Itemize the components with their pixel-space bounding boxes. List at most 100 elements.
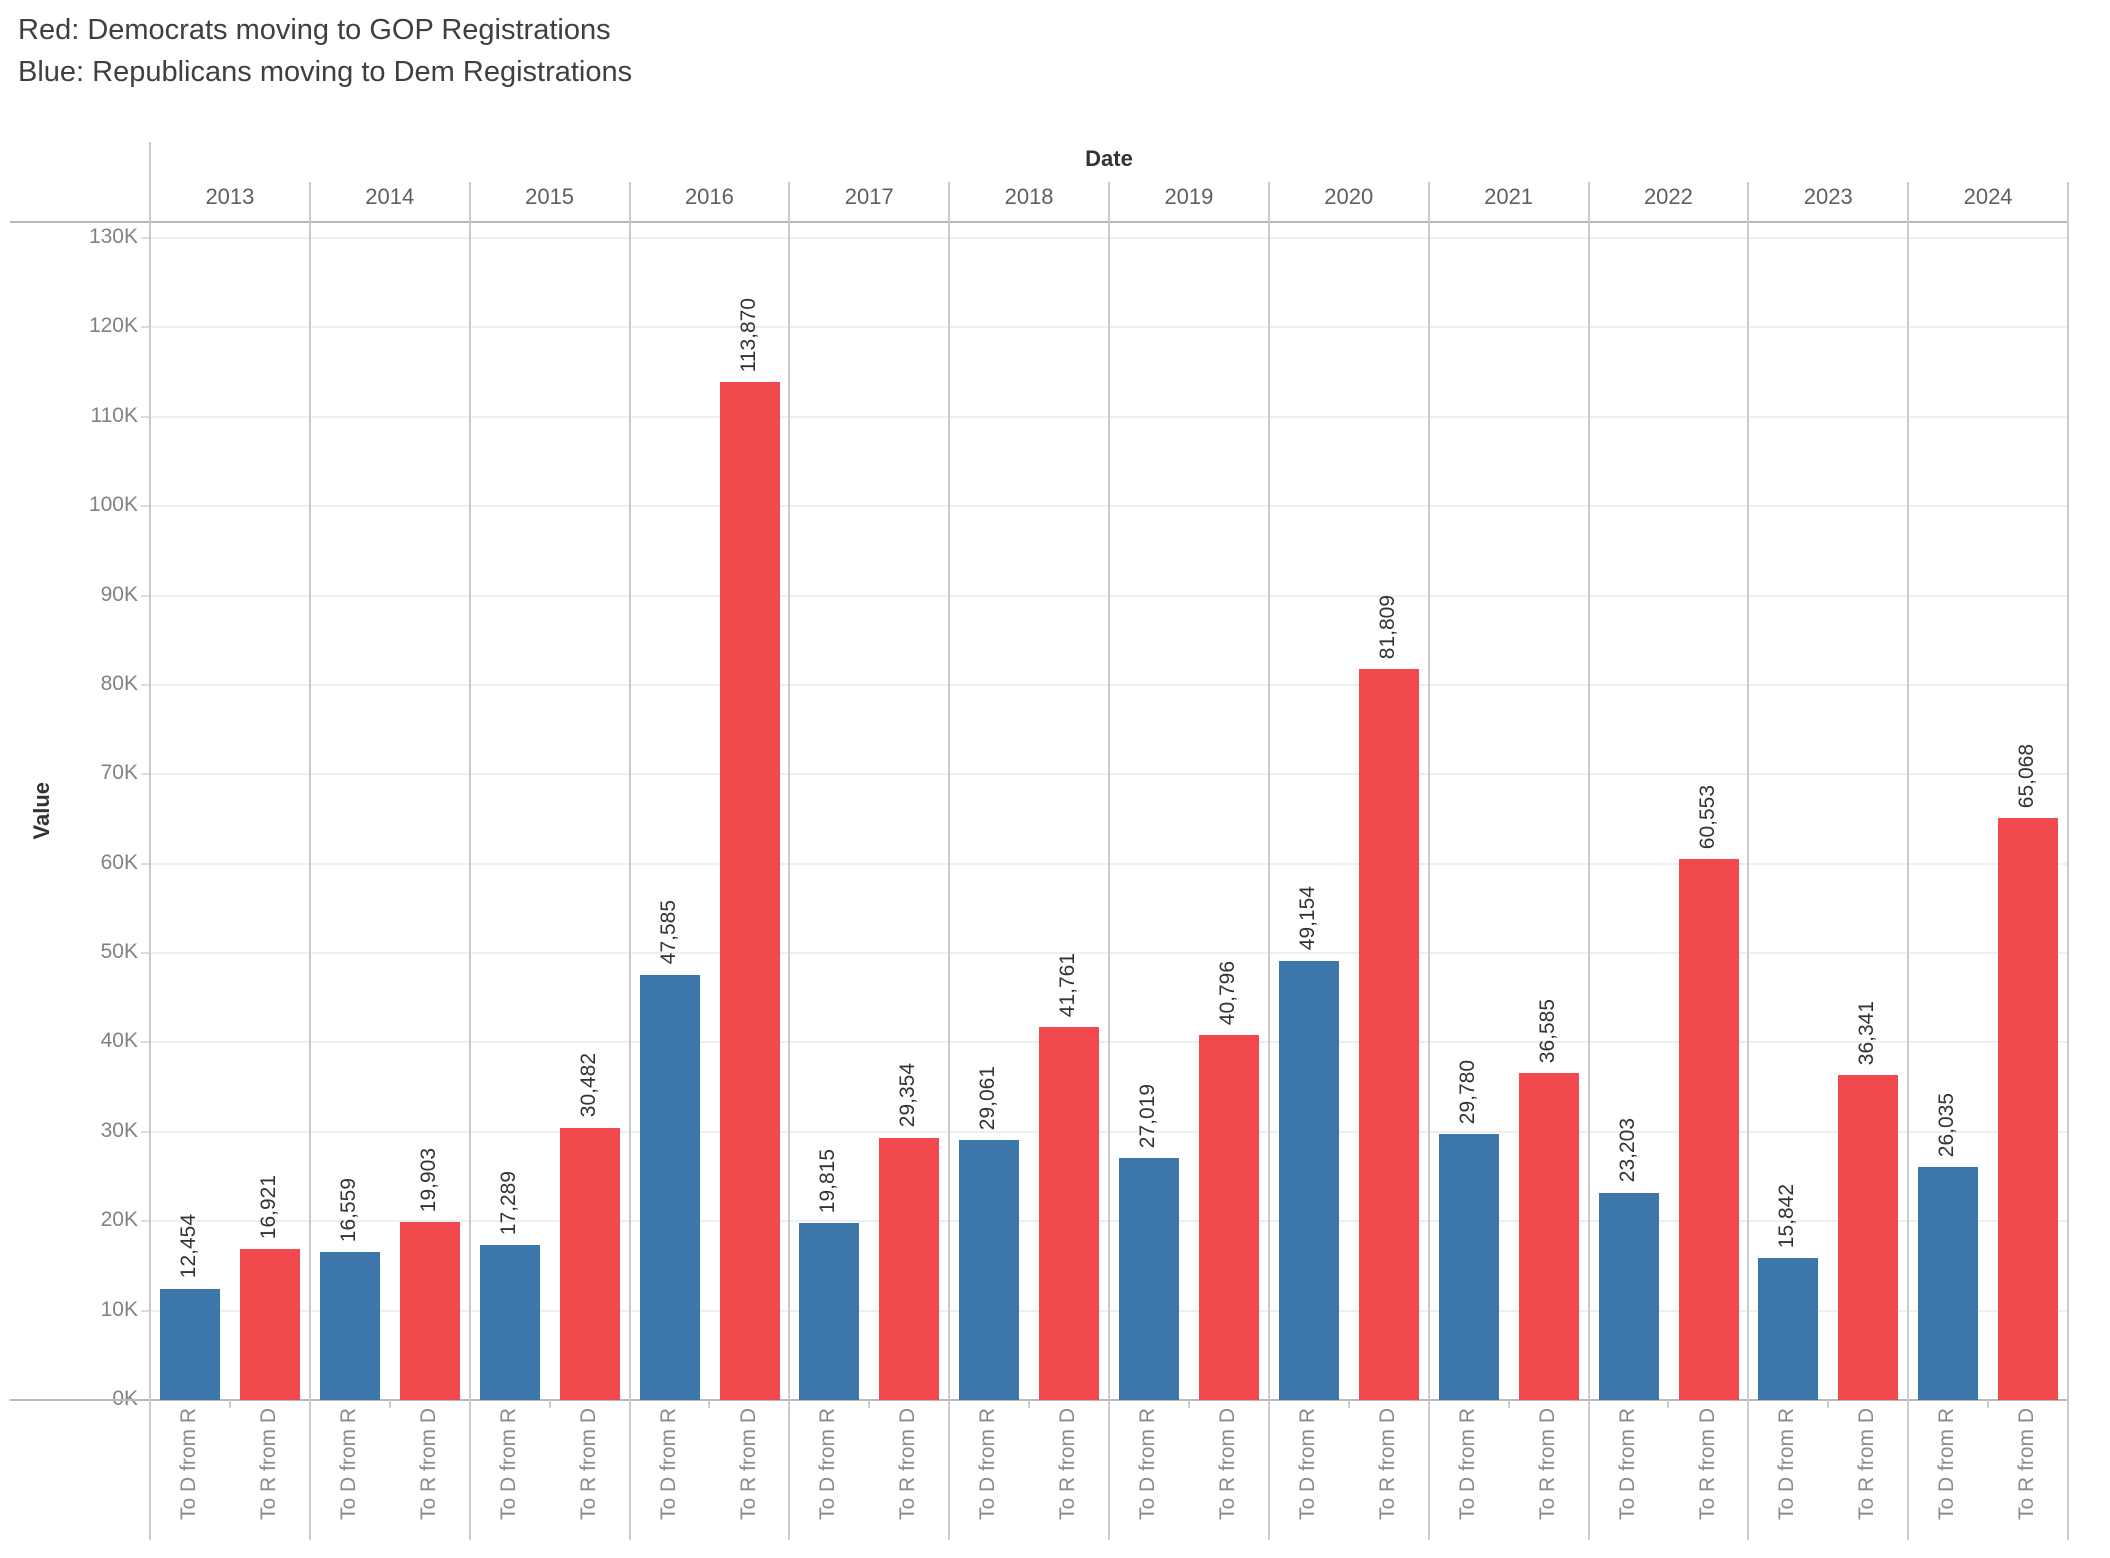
bar-to-r-from-d-2018[interactable] (1039, 1026, 1100, 1400)
category-tick (1827, 1400, 1830, 1408)
bar-to-d-from-r-2024[interactable] (1918, 1167, 1979, 1400)
bar-to-d-from-r-2020[interactable] (1278, 960, 1339, 1400)
bar-to-r-from-d-2020[interactable] (1358, 668, 1419, 1400)
category-label-to-r-from-d-2022: To R from D (1695, 1408, 1719, 1521)
bar-to-r-from-d-2023[interactable] (1838, 1075, 1899, 1400)
y-tick-mark (141, 594, 149, 597)
panel-border (1108, 222, 1110, 1540)
y-tick-label: 130K (88, 225, 138, 248)
category-tick (388, 1400, 391, 1408)
y-tick-label: 50K (100, 940, 138, 964)
year-header-2018: 2018 (1004, 184, 1054, 209)
bar-to-d-from-r-2022[interactable] (1598, 1192, 1659, 1400)
year-header-separator (788, 182, 791, 222)
panel-border (628, 222, 631, 1540)
year-header-separator (1587, 182, 1590, 222)
year-header-separator (468, 182, 471, 222)
y-tick-label: 70K (100, 761, 138, 785)
bar-to-r-from-d-2021[interactable] (1518, 1072, 1579, 1400)
bar-value-label: 27,019 (1136, 1084, 1159, 1149)
category-label-to-r-from-d-2013: To R from D (257, 1408, 280, 1521)
chart-title-red-line: Red: Democrats moving to GOP Registratio… (18, 14, 611, 46)
value-axis-title: Value (29, 782, 54, 840)
category-label-to-d-from-r-2015: To D from R (496, 1408, 520, 1521)
bar-to-d-from-r-2023[interactable] (1758, 1258, 1819, 1400)
category-label-to-r-from-d-2023: To R from D (1855, 1408, 1879, 1521)
category-label-to-d-from-r-2016: To D from R (656, 1408, 680, 1521)
panel-border (2067, 222, 2069, 1540)
bar-to-d-from-r-2014[interactable] (319, 1251, 380, 1400)
category-tick (1347, 1400, 1350, 1408)
bar-to-d-from-r-2013[interactable] (160, 1288, 220, 1400)
bar-value-label: 81,809 (1375, 594, 1399, 659)
bar-value-label: 29,061 (976, 1066, 1000, 1131)
bar-to-d-from-r-2016[interactable] (639, 974, 700, 1400)
chart-title-blue-line: Blue: Republicans moving to Dem Registra… (18, 56, 633, 88)
category-tick (708, 1400, 711, 1408)
category-label-to-d-from-r-2013: To D from R (177, 1408, 200, 1521)
bar-value-label: 17,289 (496, 1171, 520, 1236)
bar-value-label: 113,870 (736, 297, 760, 373)
panel-border (788, 222, 791, 1540)
year-header-separator (2067, 182, 2069, 222)
bar-to-d-from-r-2021[interactable] (1438, 1133, 1499, 1400)
y-tick-label: 30K (100, 1118, 138, 1142)
panel-border (308, 222, 311, 1540)
bar-to-r-from-d-2014[interactable] (399, 1222, 460, 1400)
y-tick-mark (141, 1130, 149, 1133)
bar-value-label: 15,842 (1775, 1184, 1799, 1249)
bar-value-label: 30,482 (576, 1053, 600, 1118)
bar-value-label: 41,761 (1056, 952, 1080, 1017)
panel-border (948, 222, 951, 1540)
bar-to-r-from-d-2017[interactable] (879, 1137, 940, 1400)
year-header-2017: 2017 (844, 184, 894, 209)
bar-value-label: 60,553 (1695, 784, 1719, 849)
bar-to-r-from-d-2015[interactable] (559, 1127, 620, 1400)
y-tick-mark (141, 237, 149, 239)
y-tick-mark (141, 1309, 149, 1312)
y-tick-mark (141, 1041, 149, 1044)
bar-to-r-from-d-2019[interactable] (1199, 1035, 1259, 1400)
category-tick (228, 1400, 231, 1408)
category-label-to-r-from-d-2014: To R from D (416, 1408, 440, 1521)
plot-top-border (10, 221, 2068, 223)
bar-to-r-from-d-2022[interactable] (1678, 858, 1739, 1400)
bar-to-d-from-r-2017[interactable] (799, 1222, 860, 1400)
year-header-2016: 2016 (684, 184, 734, 209)
bar-to-d-from-r-2015[interactable] (479, 1245, 540, 1400)
y-tick-label: 40K (100, 1029, 138, 1053)
date-axis-title: Date (1085, 146, 1133, 171)
bar-value-label: 16,559 (336, 1177, 360, 1242)
bar-value-label: 12,454 (177, 1214, 200, 1279)
y-tick-mark (141, 952, 149, 955)
year-header-2013: 2013 (205, 184, 255, 209)
bar-to-r-from-d-2013[interactable] (240, 1248, 300, 1400)
category-label-to-r-from-d-2019: To R from D (1216, 1408, 1239, 1521)
year-header-separator (1427, 182, 1430, 222)
bar-to-d-from-r-2019[interactable] (1119, 1158, 1179, 1400)
y-tick-label: 120K (88, 314, 138, 338)
bar-value-label: 49,154 (1295, 886, 1319, 951)
category-label-to-d-from-r-2014: To D from R (336, 1408, 360, 1521)
category-label-to-d-from-r-2023: To D from R (1775, 1408, 1799, 1521)
year-header-separator (1747, 182, 1750, 222)
bar-to-d-from-r-2018[interactable] (959, 1140, 1020, 1400)
y-tick-label: 60K (100, 850, 138, 874)
bar-value-label: 16,921 (257, 1174, 280, 1239)
bar-to-r-from-d-2024[interactable] (1998, 818, 2059, 1400)
bar-value-label: 36,341 (1855, 1000, 1879, 1066)
year-header-2021: 2021 (1484, 184, 1534, 209)
category-label-to-r-from-d-2024: To R from D (2015, 1408, 2039, 1521)
panel-border (1747, 222, 1750, 1540)
panel-border (1907, 222, 1910, 1540)
bar-value-label: 29,780 (1455, 1059, 1479, 1124)
y-tick-mark (141, 862, 149, 865)
y-tick-label: 100K (88, 493, 138, 517)
bar-to-r-from-d-2016[interactable] (719, 382, 780, 1400)
year-header-2015: 2015 (525, 184, 575, 209)
year-header-separator (1907, 182, 1910, 222)
y-tick-label: 80K (100, 671, 138, 695)
category-tick (868, 1400, 871, 1408)
y-tick-label: 110K (90, 403, 139, 427)
panel-border (468, 222, 471, 1540)
